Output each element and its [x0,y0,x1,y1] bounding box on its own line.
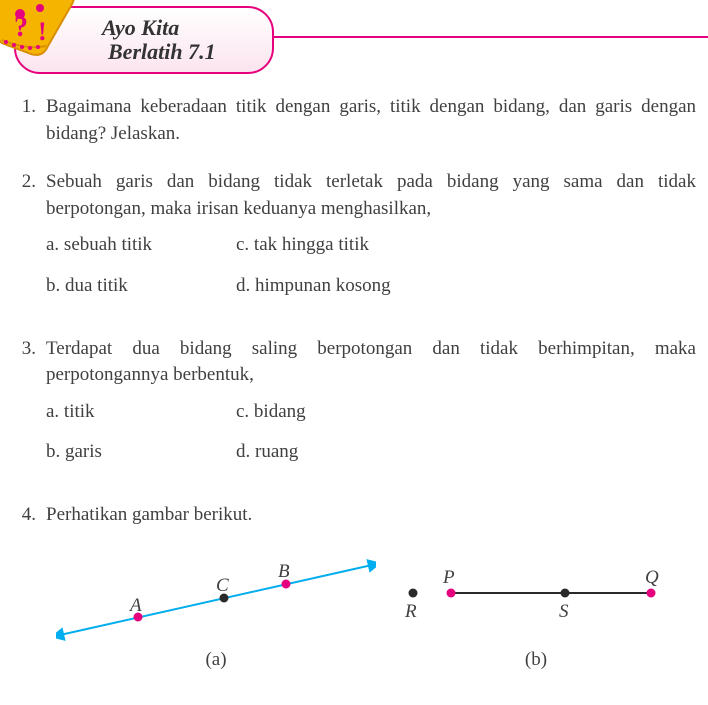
option-c: c. tak hingga titik [236,232,696,259]
svg-text:?: ? [14,12,28,43]
option-c: c. bidang [236,399,696,426]
diagram-a: A C B (a) [56,553,376,674]
option-a: a. titik [46,399,236,426]
question-number: 3. [8,336,36,480]
header-banner: Ayo Kita Berlatih 7.1 ? ! [0,0,708,80]
svg-text:P: P [442,567,455,588]
svg-text:B: B [278,561,290,582]
question-number: 4. [8,502,36,673]
option-b: b. garis [46,439,236,466]
question-item: 1. Bagaimana keberadaan titik dengan gar… [8,94,696,147]
question-text: Bagaimana keberadaan titik dengan garis,… [46,94,696,147]
question-text: Perhatikan gambar berikut. [46,502,696,529]
svg-text:A: A [128,595,142,616]
question-item: 2. Sebuah garis dan bidang tidak terleta… [8,169,696,313]
option-d: d. ruang [236,439,696,466]
question-item: 3. Terdapat dua bidang saling berpotonga… [8,336,696,480]
svg-text:S: S [559,601,569,622]
options: a. sebuah titik c. tak hingga titik b. d… [46,232,696,299]
option-d: d. himpunan kosong [236,273,696,300]
questions-list: 1. Bagaimana keberadaan titik dengan gar… [0,80,708,673]
title-line-1: Ayo Kita [102,15,272,41]
question-number: 2. [8,169,36,313]
title-line-2: Berlatih 7.1 [102,39,272,65]
options: a. titik c. bidang b. garis d. ruang [46,399,696,466]
svg-text:C: C [216,575,229,596]
question-text: Sebuah garis dan bidang tidak terletak p… [46,169,696,222]
question-text: Terdapat dua bidang saling berpotongan d… [46,336,696,389]
svg-text:!: ! [38,17,47,46]
decorative-logo-icon: ? ! [0,0,88,68]
option-a: a. sebuah titik [46,232,236,259]
diagram-b-caption: (b) [376,647,696,674]
question-number: 1. [8,94,36,147]
svg-text:Q: Q [645,567,659,588]
question-item: 4. Perhatikan gambar berikut. A C B (a) R P… [8,502,696,673]
svg-text:R: R [404,601,417,622]
diagram-b: R P S Q (b) [376,553,696,674]
diagram-a-caption: (a) [56,647,376,674]
option-b: b. dua titik [46,273,236,300]
